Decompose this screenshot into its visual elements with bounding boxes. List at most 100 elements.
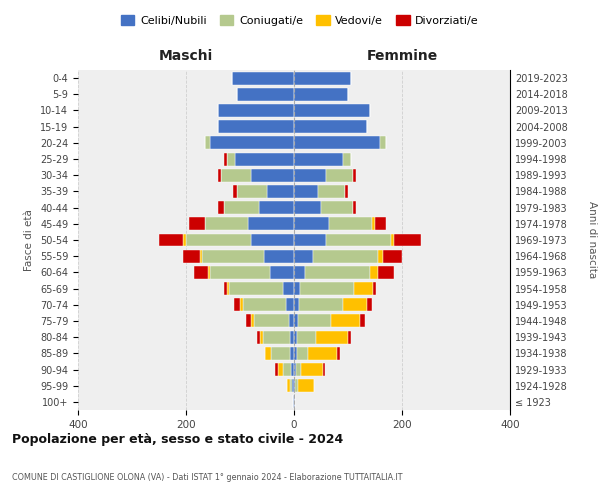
Bar	[294, 185, 319, 198]
Bar	[313, 250, 378, 262]
Bar	[260, 330, 263, 344]
Bar	[224, 201, 259, 214]
Bar	[380, 136, 386, 149]
Bar	[224, 282, 227, 295]
Bar	[294, 363, 296, 376]
Bar	[308, 347, 337, 360]
Text: Maschi: Maschi	[159, 49, 213, 63]
Bar	[383, 250, 402, 262]
Bar	[298, 314, 331, 328]
Bar	[301, 363, 323, 376]
Bar	[375, 218, 386, 230]
Bar	[329, 218, 372, 230]
Bar	[218, 104, 294, 117]
Bar	[331, 314, 361, 328]
Bar	[159, 234, 184, 246]
Bar	[194, 266, 208, 279]
Bar	[227, 282, 229, 295]
Bar	[326, 234, 391, 246]
Bar	[348, 330, 350, 344]
Bar	[259, 201, 294, 214]
Bar	[294, 120, 367, 133]
Bar	[319, 185, 346, 198]
Bar	[229, 282, 283, 295]
Bar	[294, 347, 296, 360]
Bar	[283, 363, 292, 376]
Text: Popolazione per età, sesso e stato civile - 2024: Popolazione per età, sesso e stato civil…	[12, 432, 343, 446]
Bar	[184, 250, 199, 262]
Bar	[355, 282, 373, 295]
Bar	[353, 169, 356, 181]
Bar	[186, 234, 251, 246]
Bar	[251, 314, 254, 328]
Bar	[287, 379, 290, 392]
Bar	[372, 218, 375, 230]
Bar	[218, 201, 224, 214]
Bar	[391, 234, 394, 246]
Bar	[270, 266, 294, 279]
Bar	[265, 250, 294, 262]
Bar	[205, 218, 248, 230]
Bar	[233, 185, 238, 198]
Bar	[367, 298, 372, 311]
Bar	[290, 347, 294, 360]
Bar	[242, 298, 286, 311]
Bar	[294, 218, 329, 230]
Bar	[188, 218, 205, 230]
Bar	[290, 330, 294, 344]
Bar	[294, 136, 380, 149]
Bar	[286, 298, 294, 311]
Bar	[326, 169, 353, 181]
Bar	[294, 250, 313, 262]
Bar	[378, 266, 394, 279]
Bar	[275, 363, 278, 376]
Bar	[294, 234, 326, 246]
Bar	[294, 201, 321, 214]
Bar	[199, 250, 202, 262]
Bar	[298, 379, 314, 392]
Y-axis label: Fasce di età: Fasce di età	[25, 209, 34, 271]
Bar	[294, 152, 343, 166]
Bar	[289, 314, 294, 328]
Bar	[292, 363, 294, 376]
Bar	[343, 152, 351, 166]
Bar	[294, 282, 301, 295]
Bar	[294, 88, 348, 101]
Text: Femmine: Femmine	[367, 49, 437, 63]
Bar	[247, 314, 251, 328]
Bar	[263, 330, 290, 344]
Bar	[248, 218, 294, 230]
Bar	[294, 330, 296, 344]
Bar	[294, 104, 370, 117]
Bar	[296, 347, 308, 360]
Bar	[394, 234, 421, 246]
Bar	[278, 363, 283, 376]
Bar	[233, 298, 240, 311]
Bar	[265, 347, 271, 360]
Bar	[373, 282, 376, 295]
Bar	[184, 234, 186, 246]
Bar	[290, 379, 292, 392]
Legend: Celibi/Nubili, Coniugati/e, Vedovi/e, Divorziati/e: Celibi/Nubili, Coniugati/e, Vedovi/e, Di…	[117, 10, 483, 30]
Bar	[296, 363, 301, 376]
Bar	[224, 152, 227, 166]
Bar	[346, 185, 348, 198]
Bar	[370, 266, 378, 279]
Bar	[267, 185, 294, 198]
Bar	[227, 152, 235, 166]
Text: COMUNE DI CASTIGLIONE OLONA (VA) - Dati ISTAT 1° gennaio 2024 - Elaborazione TUT: COMUNE DI CASTIGLIONE OLONA (VA) - Dati …	[12, 473, 403, 482]
Bar	[301, 282, 355, 295]
Bar	[218, 120, 294, 133]
Bar	[321, 201, 353, 214]
Bar	[232, 72, 294, 85]
Bar	[293, 396, 294, 408]
Bar	[257, 330, 260, 344]
Bar	[295, 379, 298, 392]
Bar	[235, 152, 294, 166]
Bar	[294, 396, 295, 408]
Y-axis label: Anni di nascita: Anni di nascita	[587, 202, 597, 278]
Bar	[254, 314, 289, 328]
Bar	[238, 185, 267, 198]
Bar	[299, 298, 343, 311]
Bar	[202, 250, 265, 262]
